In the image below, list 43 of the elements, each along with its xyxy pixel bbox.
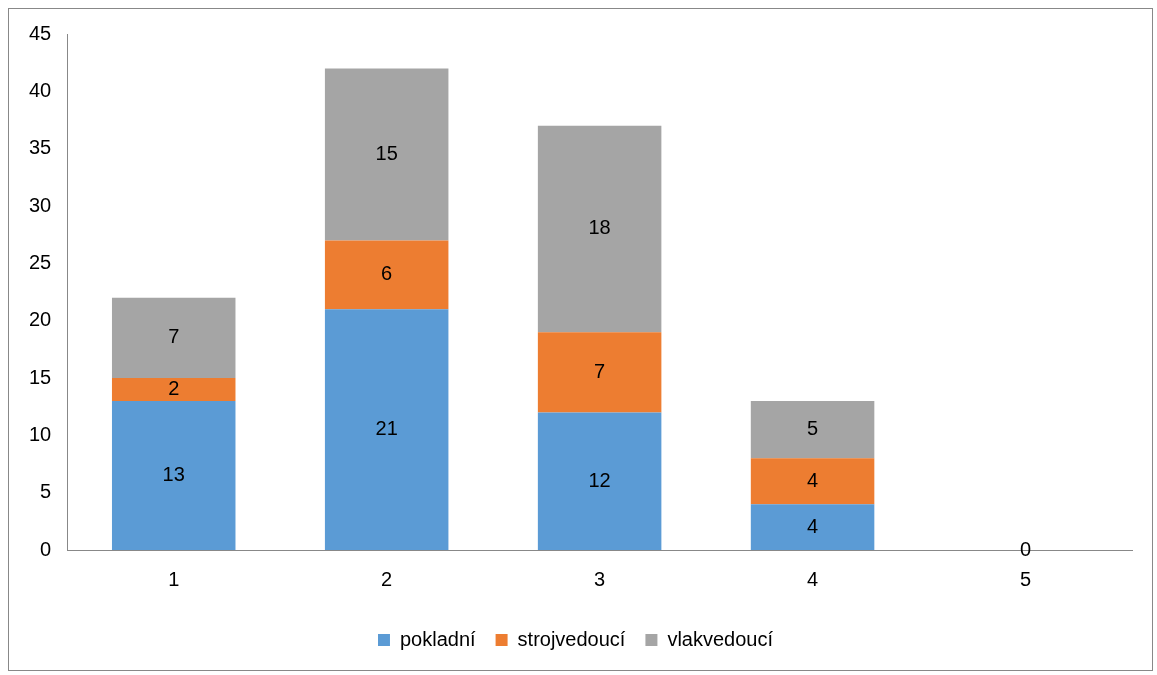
data-label: 2: [168, 376, 180, 399]
data-label: 4: [807, 468, 819, 491]
bar: [324, 68, 449, 241]
x-tick-label: 1: [168, 567, 180, 590]
bar: [324, 240, 449, 310]
legend-label: strojvedoucí: [517, 627, 626, 650]
bar: [324, 309, 449, 550]
y-tick-label: 35: [29, 136, 52, 159]
y-tick-label: 25: [29, 250, 52, 273]
legend-label: pokladní: [399, 627, 477, 650]
x-tick-label: 2: [381, 567, 393, 590]
y-tick-label: 15: [29, 365, 52, 388]
legend-label: vlakvedoucí: [667, 627, 774, 650]
bar: [537, 412, 662, 550]
data-label: 13: [162, 462, 185, 485]
y-tick-label: 5: [40, 480, 52, 503]
data-label: 4: [807, 514, 819, 537]
x-tick-label: 5: [1019, 567, 1032, 590]
bar: [750, 400, 875, 459]
y-tick-label: 30: [29, 193, 52, 216]
data-label: 21: [375, 417, 398, 440]
data-label: 5: [807, 417, 819, 440]
y-tick-label: 0: [40, 537, 52, 560]
data-label: 18: [588, 216, 611, 239]
y-tick-label: 40: [29, 78, 52, 101]
data-label: 6: [381, 262, 393, 285]
data-label: 7: [168, 325, 180, 348]
bar: [750, 458, 875, 505]
y-tick-label: 20: [29, 308, 52, 331]
y-tick-label: 45: [29, 21, 52, 44]
data-label: 7: [594, 359, 606, 382]
y-tick-label: 10: [29, 422, 52, 445]
bar: [537, 332, 662, 413]
data-label: 0: [1019, 537, 1032, 560]
bar: [111, 297, 236, 378]
x-tick-label: 3: [594, 567, 606, 590]
x-tick-label: 4: [807, 567, 819, 590]
data-label: 12: [588, 468, 611, 491]
data-label: 15: [375, 141, 398, 164]
bar: [111, 400, 236, 550]
bar: [111, 378, 236, 401]
bar: [537, 125, 662, 333]
bar: [750, 504, 875, 550]
